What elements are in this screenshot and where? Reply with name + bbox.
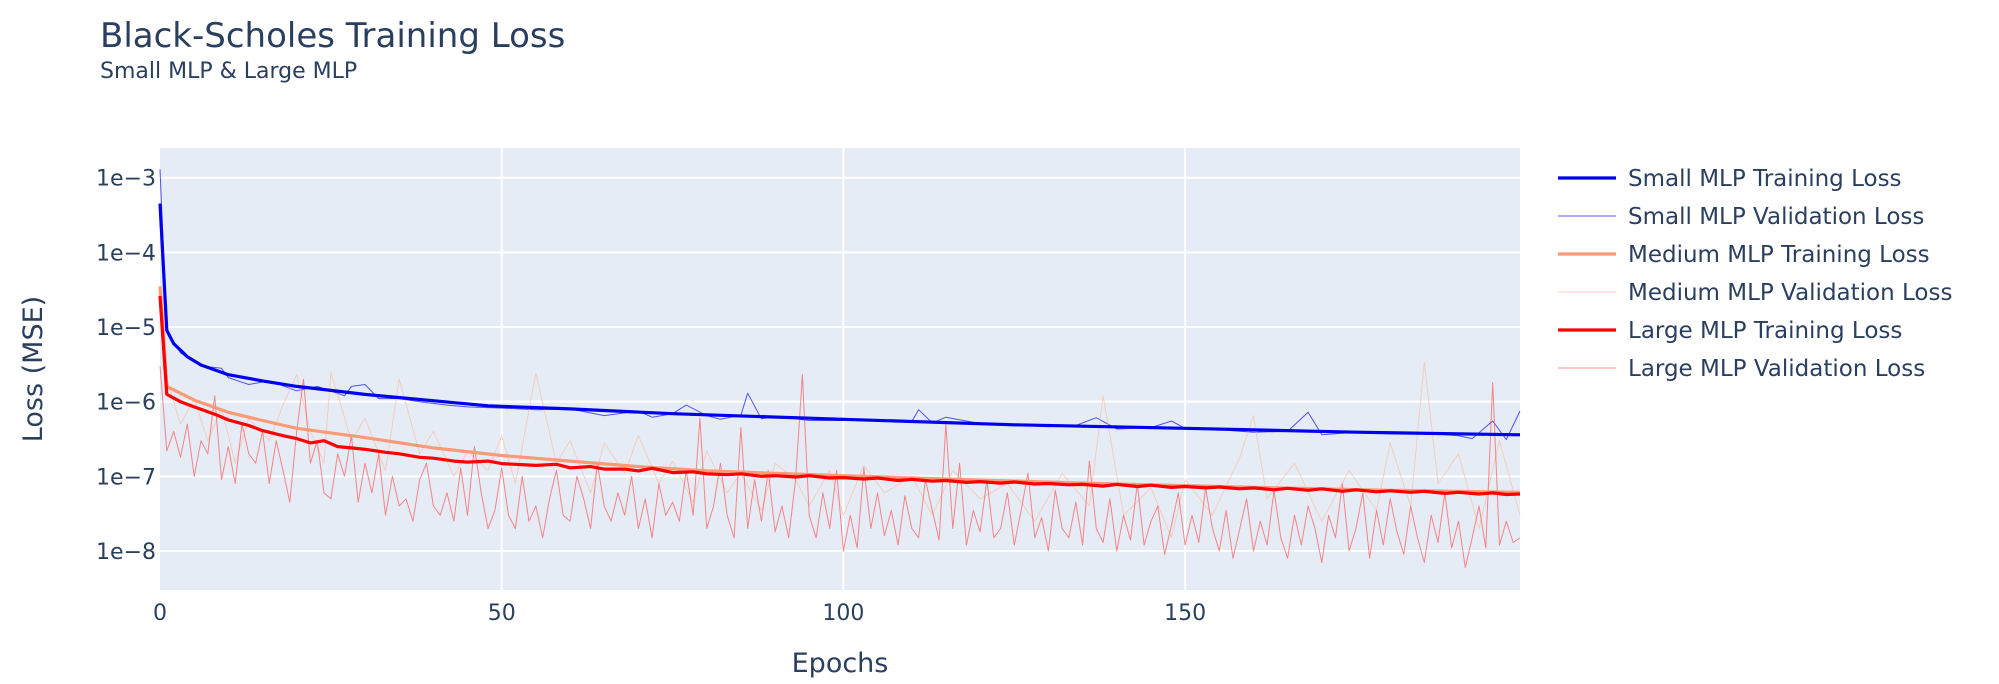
x-axis-title: Epochs [792, 648, 889, 679]
y-axis-ticks: 1e−3 1e−4 1e−5 1e−6 1e−7 1e−8 [96, 167, 156, 565]
y-tick-label: 1e−3 [96, 167, 156, 192]
y-tick-label: 1e−6 [96, 391, 156, 416]
series-line-medium-mlp-training-loss [158, 286, 1521, 494]
legend-label: Large MLP Validation Loss [1628, 356, 1925, 382]
chart-subtitle: Small MLP & Large MLP [100, 59, 357, 84]
series-line-large-mlp-validation-loss [159, 365, 1521, 568]
series-line-small-mlp-training-loss [158, 203, 1521, 437]
legend-label: Medium MLP Training Loss [1628, 242, 1930, 268]
legend: Small MLP Training Loss Small MLP Validat… [1558, 166, 1952, 382]
y-tick-label: 1e−8 [96, 540, 156, 565]
grid-lines [160, 148, 1520, 590]
x-tick-label: 100 [822, 601, 864, 626]
y-tick-label: 1e−4 [96, 241, 156, 266]
series-lines [158, 169, 1521, 568]
y-axis-title: Loss (MSE) [18, 296, 49, 442]
x-tick-label: 50 [488, 601, 516, 626]
plot-area [160, 148, 1520, 590]
legend-label: Large MLP Training Loss [1628, 318, 1902, 344]
series-line-large-mlp-training-loss [158, 295, 1521, 497]
y-tick-label: 1e−5 [96, 316, 156, 341]
x-tick-label: 0 [153, 601, 167, 626]
legend-label: Medium MLP Validation Loss [1628, 280, 1952, 306]
chart-title: Black-Scholes Training Loss [100, 16, 565, 56]
x-tick-label: 150 [1164, 601, 1206, 626]
legend-label: Small MLP Training Loss [1628, 166, 1902, 192]
legend-label: Small MLP Validation Loss [1628, 204, 1924, 230]
x-axis-ticks: 0 50 100 150 [153, 601, 1206, 626]
y-tick-label: 1e−7 [96, 465, 156, 490]
